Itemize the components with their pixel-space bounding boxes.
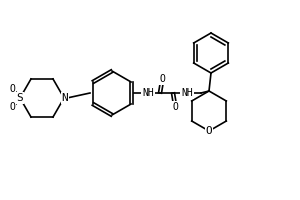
Text: N: N (61, 93, 68, 103)
Text: NH: NH (181, 88, 193, 98)
Text: O: O (159, 74, 165, 84)
Text: NH: NH (142, 88, 154, 98)
Text: S: S (16, 93, 23, 103)
Text: O: O (9, 84, 15, 94)
Text: O: O (172, 102, 178, 112)
Text: O: O (9, 102, 15, 112)
Text: O: O (206, 126, 212, 136)
